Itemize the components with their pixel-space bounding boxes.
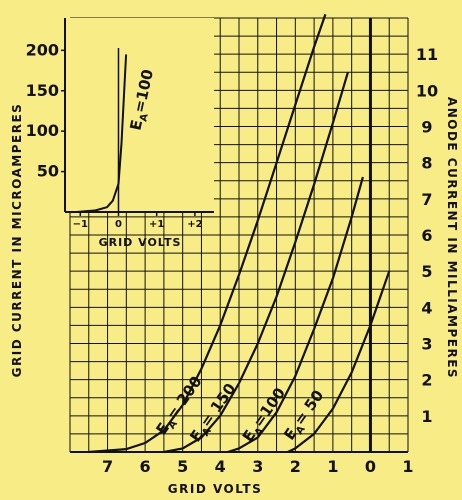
y-tick-label: 3 xyxy=(421,335,432,354)
y-tick-label: 9 xyxy=(421,118,432,137)
y-tick-label: 8 xyxy=(421,154,432,173)
inset-x-tick-label: −1 xyxy=(73,219,88,230)
series-line xyxy=(88,14,327,454)
x-tick-label: 3 xyxy=(252,457,263,476)
inset-y-axis-label: GRID CURRENT IN MICROAMPERES xyxy=(10,103,24,378)
y-tick-label: 5 xyxy=(421,262,432,281)
x-tick-label: 1 xyxy=(402,457,413,476)
y-tick-label: 11 xyxy=(416,45,438,64)
series-line xyxy=(163,71,349,454)
y-tick-label: 6 xyxy=(421,226,432,245)
x-tick-label: 1 xyxy=(327,457,338,476)
main-x-axis-label: GRID VOLTS xyxy=(168,482,262,496)
inset-x-axis-label: GRID VOLTS xyxy=(99,236,182,249)
y-tick-label: 10 xyxy=(416,81,438,100)
inset-series-line xyxy=(76,54,128,213)
y-tick-label: 1 xyxy=(421,407,432,426)
series-line xyxy=(287,270,391,453)
x-tick-label: 5 xyxy=(177,457,188,476)
x-tick-label: 2 xyxy=(290,457,301,476)
anode-curves xyxy=(88,14,391,454)
inset-x-tick-label: +2 xyxy=(187,219,202,230)
inset-y-tick-label: 50 xyxy=(37,162,59,181)
x-tick-label: 4 xyxy=(215,457,226,476)
x-tick-label: 7 xyxy=(102,457,113,476)
inset-y-tick-label: 150 xyxy=(26,81,59,100)
x-tick-label: 6 xyxy=(140,457,151,476)
axes xyxy=(70,18,408,453)
y-tick-label: 7 xyxy=(421,190,432,209)
inset-y-tick-label: 200 xyxy=(26,40,59,59)
inset-y-tick-label: 100 xyxy=(26,121,59,140)
series-line xyxy=(227,176,364,454)
y-tick-label: 4 xyxy=(421,298,432,317)
inset-background xyxy=(65,18,214,212)
main-y-axis-label: ANODE CURRENT IN MILLIAMPERES xyxy=(445,97,459,379)
inset-x-tick-label: 0 xyxy=(115,219,122,230)
inset-x-tick-label: +1 xyxy=(149,219,164,230)
x-tick-label: 0 xyxy=(365,457,376,476)
curve-label: EA= 200 xyxy=(152,373,208,440)
y-tick-label: 2 xyxy=(421,371,432,390)
